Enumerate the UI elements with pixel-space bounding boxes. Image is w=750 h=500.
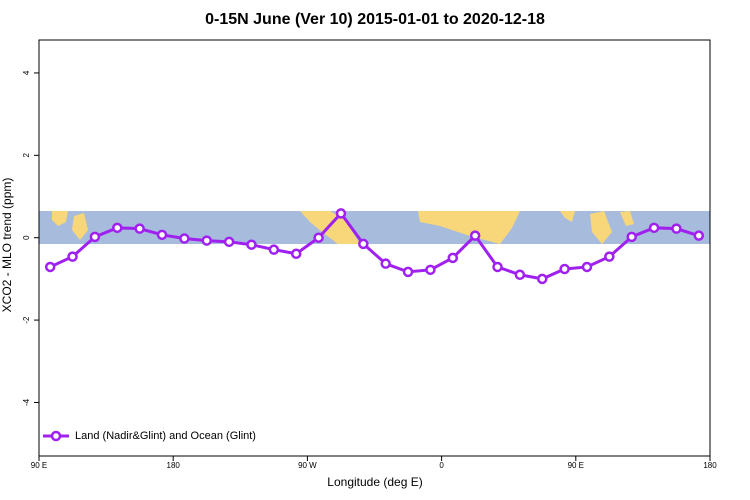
data-point <box>402 266 414 278</box>
y-tick-label: 2 <box>22 153 31 158</box>
data-point <box>693 230 705 241</box>
x-axis-label: Longitude (deg E) <box>327 475 422 489</box>
data-point <box>537 273 548 285</box>
plot-frame <box>38 39 711 457</box>
data-point <box>492 261 503 273</box>
y-tick-label: 4 <box>22 70 31 75</box>
data-point <box>514 269 526 281</box>
data-point <box>335 208 347 219</box>
legend-marker <box>50 430 62 442</box>
data-point <box>626 231 637 243</box>
x-tick-label: 180 <box>703 461 717 470</box>
data-point <box>604 251 615 262</box>
x-tick-label: 90 E <box>568 461 584 470</box>
data-point <box>246 239 257 250</box>
chart-title: 0-15N June (Ver 10) 2015-01-01 to 2020-1… <box>205 11 545 28</box>
data-point <box>581 261 593 273</box>
x-tick-label: 90 W <box>298 461 317 470</box>
data-point <box>268 244 280 255</box>
data-point <box>425 264 436 276</box>
data-point <box>469 230 481 241</box>
data-point <box>290 248 302 260</box>
data-point <box>648 222 660 234</box>
data-point <box>201 235 212 246</box>
data-point <box>223 236 235 248</box>
data-point <box>671 223 682 234</box>
map-band <box>39 211 710 244</box>
data-point <box>156 229 168 241</box>
data-point <box>179 233 190 244</box>
legend-label: Land (Nadir&Glint) and Ocean (Glint) <box>75 430 256 442</box>
y-tick-label: 0 <box>22 235 31 240</box>
x-tick-label: 180 <box>167 461 181 470</box>
data-point <box>380 258 391 269</box>
data-point <box>358 238 369 250</box>
data-point <box>67 251 78 262</box>
data-point <box>89 231 101 243</box>
data-point <box>447 252 459 264</box>
data-point <box>313 232 324 243</box>
y-axis-label: XCO2 - MLO trend (ppm) <box>0 178 14 313</box>
data-point <box>559 263 570 275</box>
y-tick-label: -2 <box>22 316 31 324</box>
data-point <box>134 223 145 234</box>
y-tick-label: -4 <box>22 398 31 406</box>
data-point <box>112 222 123 234</box>
x-tick-label: 0 <box>439 461 444 470</box>
data-point <box>44 261 56 273</box>
x-tick-label: 90 E <box>31 461 47 470</box>
